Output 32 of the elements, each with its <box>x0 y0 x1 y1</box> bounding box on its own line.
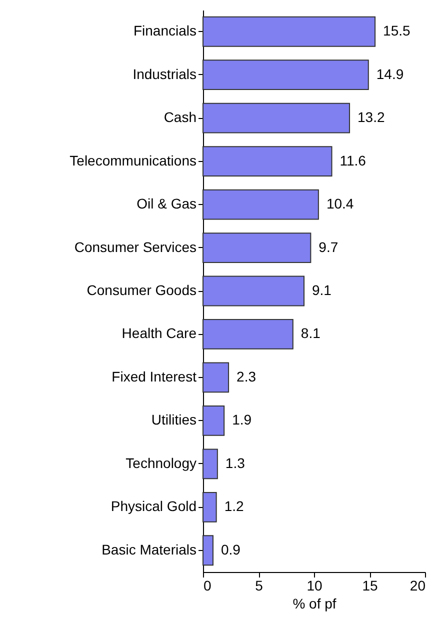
data-label: 9.7 <box>318 238 338 255</box>
data-label: 15.5 <box>383 22 411 39</box>
data-label: 13.2 <box>358 109 385 126</box>
x-axis-title: % of pf <box>292 596 336 612</box>
y-tick-label: Cash <box>164 109 196 126</box>
x-tick-label: 0 <box>204 578 212 594</box>
y-tick-label: Utilities <box>151 412 196 428</box>
data-label: 10.4 <box>326 196 354 212</box>
data-label: 1.2 <box>224 498 244 514</box>
y-tick-label: Consumer Goods <box>86 282 196 298</box>
y-tick-label: Consumer Services <box>74 238 196 255</box>
y-tick-label: Health Care <box>122 325 197 342</box>
x-tick-label: 5 <box>255 578 264 594</box>
data-label: 14.9 <box>376 66 404 82</box>
x-tick-label: 20 <box>410 578 426 594</box>
data-label: 8.1 <box>300 325 321 342</box>
y-tick-label: Technology <box>126 454 196 471</box>
data-label: 9.1 <box>312 282 332 298</box>
y-tick-label: Basic Materials <box>102 541 196 558</box>
y-tick-label: Financials <box>133 22 196 39</box>
y-tick-label: Telecommunications <box>70 152 196 168</box>
y-tick-label: Industrials <box>132 66 196 82</box>
data-label: 0.9 <box>220 541 241 558</box>
data-label: 1.9 <box>232 412 252 428</box>
y-tick-label: Oil & Gas <box>136 196 196 212</box>
data-label: 2.3 <box>236 368 256 384</box>
data-label: 11.6 <box>340 152 366 168</box>
x-tick-label: 15 <box>362 578 378 594</box>
data-label: 1.3 <box>225 454 246 471</box>
y-tick-label: Physical Gold <box>110 498 196 514</box>
x-tick-label: 10 <box>306 578 322 594</box>
y-tick-label: Fixed Interest <box>112 368 197 384</box>
